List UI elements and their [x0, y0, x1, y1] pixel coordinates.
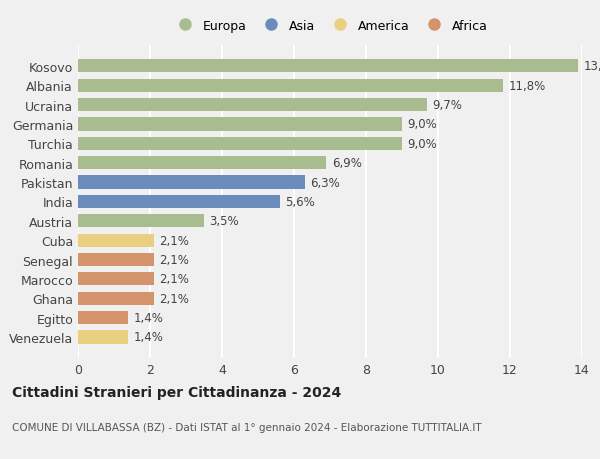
Text: 9,0%: 9,0% — [407, 118, 437, 131]
Text: 11,8%: 11,8% — [508, 79, 545, 92]
Bar — [78, 273, 154, 286]
Bar — [78, 137, 402, 151]
Text: 5,6%: 5,6% — [285, 196, 315, 208]
Text: 9,7%: 9,7% — [433, 99, 463, 112]
Text: 1,4%: 1,4% — [134, 312, 164, 325]
Bar — [78, 292, 154, 305]
Text: 9,0%: 9,0% — [407, 138, 437, 151]
Bar — [78, 311, 128, 325]
Bar — [78, 234, 154, 247]
Text: 2,1%: 2,1% — [159, 273, 189, 286]
Bar — [78, 253, 154, 267]
Legend: Europa, Asia, America, Africa: Europa, Asia, America, Africa — [167, 15, 493, 38]
Text: COMUNE DI VILLABASSA (BZ) - Dati ISTAT al 1° gennaio 2024 - Elaborazione TUTTITA: COMUNE DI VILLABASSA (BZ) - Dati ISTAT a… — [12, 422, 482, 432]
Bar — [78, 99, 427, 112]
Bar — [78, 330, 128, 344]
Text: 2,1%: 2,1% — [159, 234, 189, 247]
Text: 3,5%: 3,5% — [209, 215, 239, 228]
Bar — [78, 176, 305, 189]
Text: Cittadini Stranieri per Cittadinanza - 2024: Cittadini Stranieri per Cittadinanza - 2… — [12, 386, 341, 399]
Text: 1,4%: 1,4% — [134, 331, 164, 344]
Bar — [78, 79, 503, 93]
Bar — [78, 60, 578, 73]
Bar — [78, 118, 402, 131]
Bar — [78, 157, 326, 170]
Text: 2,1%: 2,1% — [159, 292, 189, 305]
Text: 6,9%: 6,9% — [332, 157, 362, 170]
Text: 13,9%: 13,9% — [584, 60, 600, 73]
Bar — [78, 215, 204, 228]
Text: 6,3%: 6,3% — [310, 176, 340, 189]
Text: 2,1%: 2,1% — [159, 253, 189, 266]
Bar — [78, 196, 280, 208]
